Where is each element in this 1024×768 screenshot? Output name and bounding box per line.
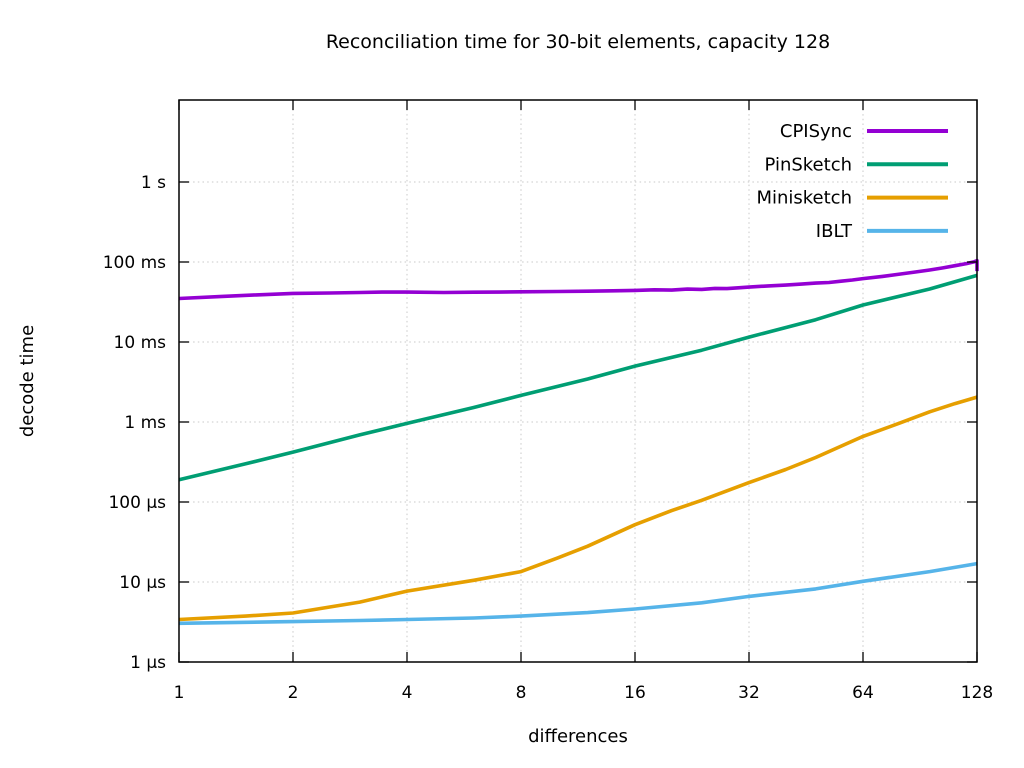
gridlines (179, 100, 977, 662)
y-tick-label: 10 µs (119, 573, 166, 593)
chart-title: Reconciliation time for 30-bit elements,… (326, 31, 830, 53)
x-tick-label: 8 (516, 683, 527, 703)
y-tick-label: 10 ms (114, 333, 167, 353)
x-tick-label: 128 (961, 683, 993, 703)
series-lines (178, 258, 979, 626)
legend-label: IBLT (816, 221, 853, 242)
x-tick-label: 16 (624, 683, 646, 703)
plot-border (178, 99, 978, 663)
x-tick-label: 64 (852, 683, 874, 703)
series-line-pinsketch (178, 273, 978, 482)
y-tick-label: 100 µs (108, 493, 166, 513)
x-axis-label: differences (528, 726, 628, 747)
legend: CPISync PinSketch Minisketch IBLT (756, 121, 948, 242)
series-line-iblt (178, 561, 978, 626)
legend-label: CPISync (780, 121, 852, 142)
tick-labels: 1 s 100 ms 10 ms 1 ms 100 µs 10 µs 1 µs 1 2 4 8 16 3… (103, 173, 994, 703)
x-tick-label: 1 (174, 683, 185, 703)
x-tick-label: 32 (738, 683, 760, 703)
series-line-cpisync (178, 258, 979, 301)
legend-item-cpisync: CPISync (780, 121, 948, 142)
y-tick-label: 1 µs (130, 653, 166, 673)
y-axis-label: decode time (17, 325, 38, 437)
legend-item-pinsketch: PinSketch (764, 154, 948, 175)
x-tick-label: 4 (402, 683, 413, 703)
legend-item-iblt: IBLT (816, 221, 948, 242)
x-tick-label: 2 (288, 683, 299, 703)
legend-item-minisketch: Minisketch (756, 188, 948, 209)
series-line-minisketch (178, 395, 978, 622)
y-tick-label: 100 ms (103, 253, 166, 273)
y-tick-label: 1 ms (124, 413, 166, 433)
y-tick-label: 1 s (141, 173, 166, 193)
legend-label: PinSketch (764, 154, 852, 175)
legend-label: Minisketch (756, 188, 852, 209)
axis-ticks (178, 100, 978, 663)
